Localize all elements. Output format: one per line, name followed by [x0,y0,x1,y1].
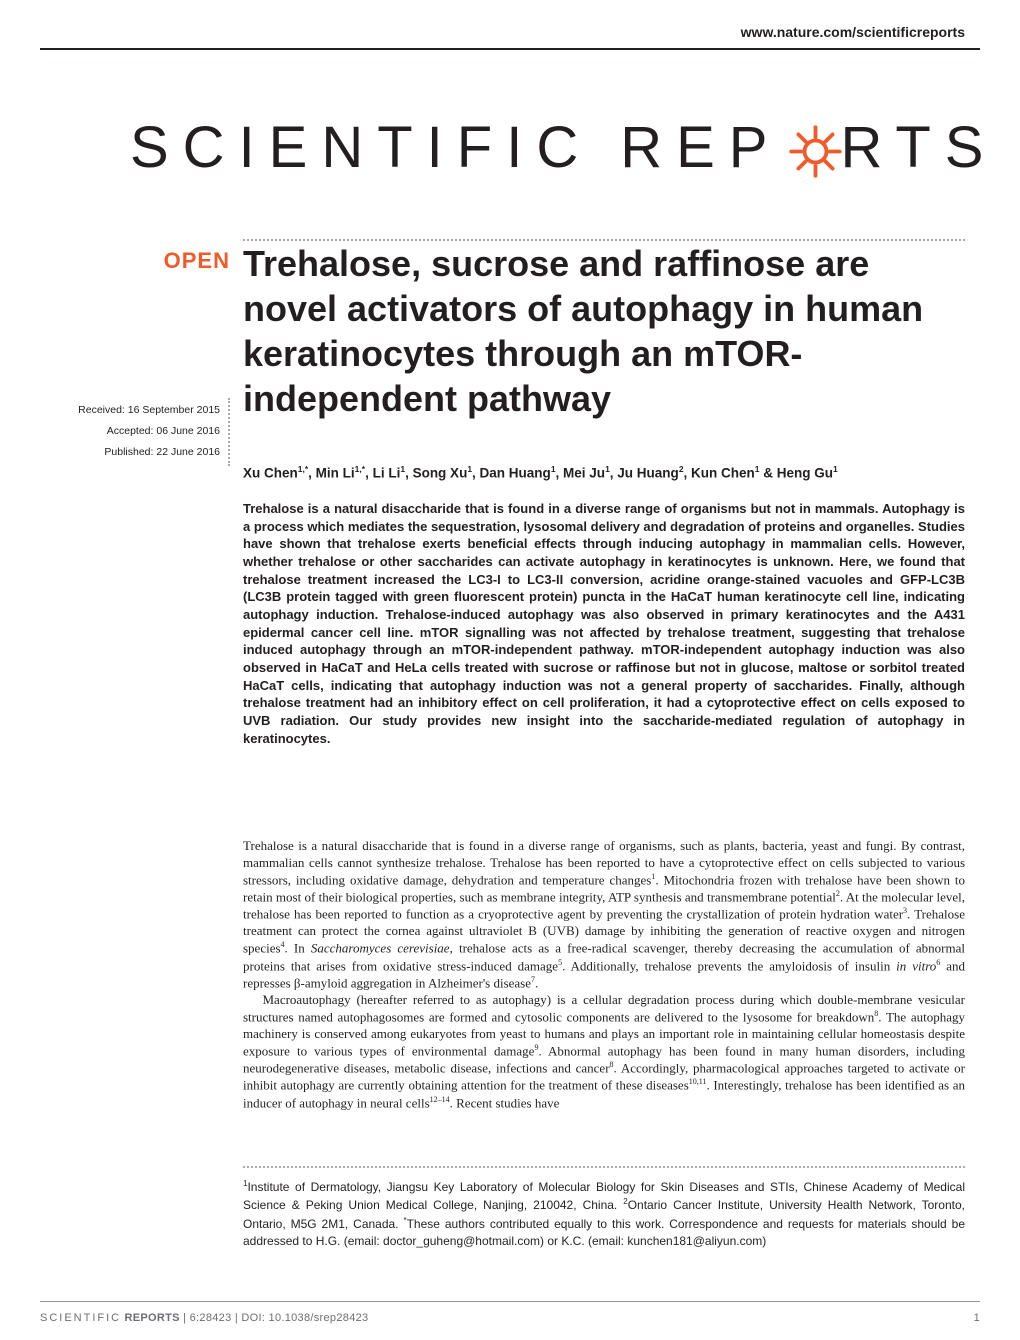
footer-journal-bold: REPORTS [124,1312,179,1324]
publication-dates: Received: 16 September 2015 Accepted: 06… [30,398,230,466]
footer-journal-prefix: SCIENTIFIC [40,1312,121,1324]
author-list: Xu Chen1,*, Min Li1,*, Li Li1, Song Xu1,… [243,464,965,481]
abstract: Trehalose is a natural disaccharide that… [243,500,965,747]
gear-icon [788,124,843,179]
page-footer: SCIENTIFIC REPORTS | 6:28423 | DOI: 10.1… [40,1312,980,1324]
logo-word-2b: RTS [841,114,998,181]
article-title: Trehalose, sucrose and raffinose are nov… [243,241,965,421]
journal-url[interactable]: www.nature.com/scientificreports [741,24,965,40]
logo-word-1: SCIENTIFIC [130,114,592,181]
body-text: Trehalose is a natural disaccharide that… [243,838,965,1112]
header-rule [40,48,980,50]
body-paragraph-1: Trehalose is a natural disaccharide that… [243,838,965,992]
page-number: 1 [974,1312,980,1324]
footer-rule [40,1301,980,1302]
affiliations: 1Institute of Dermatology, Jiangsu Key L… [243,1178,965,1251]
affiliation-rule [243,1166,965,1168]
body-paragraph-2: Macroautophagy (hereafter referred to as… [243,992,965,1112]
footer-citation-rest: | 6:28423 | DOI: 10.1038/srep28423 [180,1312,369,1324]
open-access-badge: OPEN [130,248,230,274]
date-published: Published: 22 June 2016 [30,442,220,463]
date-received: Received: 16 September 2015 [30,400,220,421]
logo-word-2a: REP [620,114,781,181]
footer-citation: SCIENTIFIC REPORTS | 6:28423 | DOI: 10.1… [40,1312,368,1324]
date-accepted: Accepted: 06 June 2016 [30,421,220,442]
journal-logo: SCIENTIFIC REP RTS [130,110,997,185]
